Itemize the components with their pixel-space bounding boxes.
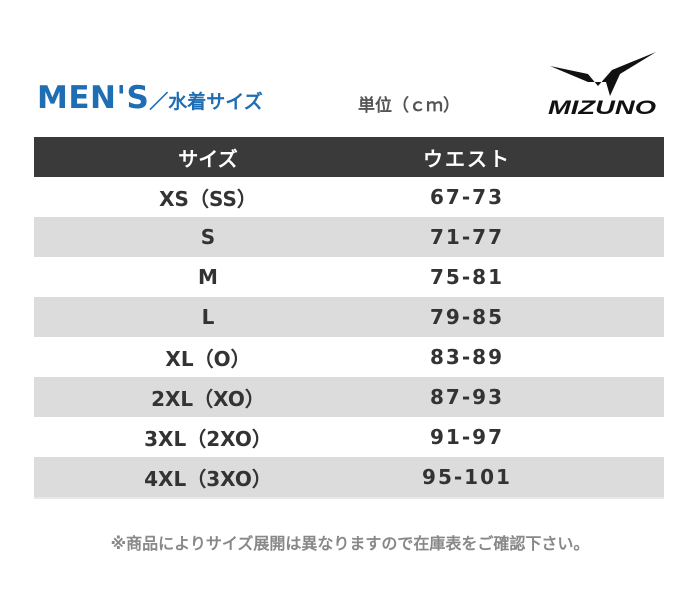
table-row: S 71-77 — [34, 217, 664, 257]
table-row: 3XL（2XO） 91-97 — [34, 417, 664, 457]
svg-text:MIZUNO: MIZUNO — [548, 98, 656, 116]
waist-cell: 75-81 — [430, 265, 504, 289]
page-title: MEN'S／水着サイズ — [37, 80, 263, 116]
table-row: XS（SS） 67-73 — [34, 177, 664, 217]
table-row: 2XL（XO） 87-93 — [34, 377, 664, 417]
size-cell: 4XL（3XO） — [144, 466, 272, 491]
waist-cell: 79-85 — [430, 305, 504, 329]
waist-cell: 71-77 — [430, 225, 504, 249]
table-row: L 79-85 — [34, 297, 664, 337]
table-row: XL（O） 83-89 — [34, 337, 664, 377]
waist-cell: 91-97 — [430, 425, 504, 449]
header-waist: ウエスト — [423, 146, 511, 171]
table-row: 4XL（3XO） 95-101 — [34, 457, 664, 499]
stock-note: ※商品によりサイズ展開は異なりますので在庫表をご確認下さい。 — [110, 534, 590, 553]
mizuno-logo: MIZUNO — [548, 52, 656, 116]
title-en: MEN'S — [37, 80, 150, 116]
size-cell: M — [198, 265, 218, 289]
waist-cell: 67-73 — [430, 185, 504, 209]
unit-label: 単位（ｃｍ） — [358, 96, 460, 116]
waist-cell: 87-93 — [430, 385, 504, 409]
size-cell: L — [201, 305, 215, 329]
size-cell: XL（O） — [165, 346, 251, 371]
header-size: サイズ — [178, 146, 238, 171]
size-table: サイズ ウエスト XS（SS） 67-73 S 71-77 M 75-81 L 79-8… — [34, 137, 664, 499]
size-cell: 2XL（XO） — [151, 386, 265, 411]
waist-cell: 95-101 — [422, 465, 512, 489]
table-header: サイズ ウエスト — [34, 137, 664, 177]
waist-cell: 83-89 — [430, 345, 504, 369]
size-cell: S — [200, 225, 216, 249]
size-cell: 3XL（2XO） — [144, 426, 272, 451]
table-row: M 75-81 — [34, 257, 664, 297]
size-cell: XS（SS） — [159, 186, 257, 211]
title-jp: ／水着サイズ — [149, 91, 263, 113]
